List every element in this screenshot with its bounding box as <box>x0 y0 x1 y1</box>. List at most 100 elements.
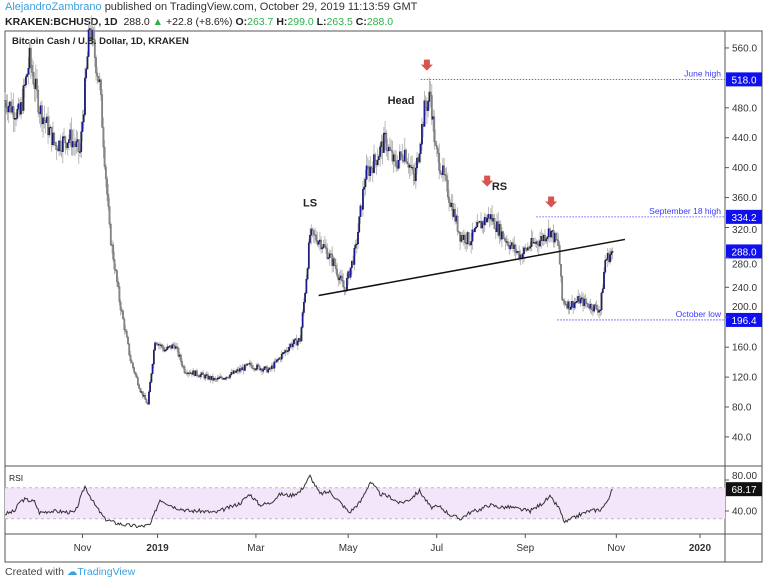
rsi-tick-label: 40.00 <box>732 507 757 518</box>
last-price: 288.0 <box>123 16 150 28</box>
candle-up <box>16 108 19 119</box>
candle-down <box>555 233 557 240</box>
candle-down <box>59 140 62 151</box>
candle-up <box>317 241 320 245</box>
candle-down <box>97 76 100 82</box>
candle-up <box>280 353 283 360</box>
candle-up <box>25 76 27 86</box>
candle-up <box>373 154 375 173</box>
candle-up <box>199 374 202 377</box>
candle-up <box>427 101 429 111</box>
candle-up <box>598 310 600 313</box>
candle-down <box>214 378 217 380</box>
candle-down <box>220 376 223 379</box>
price-tick-label: 240.0 <box>732 283 757 294</box>
price-tick-label: 120.0 <box>732 373 757 384</box>
down-arrow-icon <box>420 59 433 71</box>
candle-down <box>544 235 546 242</box>
pattern-label: LS <box>303 198 317 210</box>
low-label: L: <box>316 16 327 28</box>
tradingview-link[interactable]: TradingView <box>77 566 136 578</box>
candle-up <box>423 100 426 127</box>
levels: June high 518.0 September 18 high 334.2 Octo… <box>420 68 762 327</box>
rsi-line <box>5 474 613 529</box>
candle-down <box>395 160 397 167</box>
candle-down <box>385 132 388 151</box>
author-link[interactable]: AlejandroZambrano <box>5 1 102 13</box>
price-tick-label: 80.0 <box>732 403 752 414</box>
candle-up <box>599 309 602 312</box>
candle-down <box>96 72 99 77</box>
down-arrow-icon <box>481 175 494 187</box>
last-price-label: 288.0 <box>731 247 756 258</box>
candle-down <box>435 145 438 149</box>
candle-down <box>250 362 252 366</box>
time-tick-label: Jul <box>430 543 443 554</box>
price-tick-label: 560.0 <box>732 43 757 54</box>
candle-down <box>454 209 457 222</box>
candle-down <box>124 329 127 332</box>
candle-down <box>590 304 593 310</box>
candle-down <box>130 360 133 364</box>
candle-up <box>327 257 330 259</box>
candle-up <box>364 179 367 188</box>
candle-up <box>166 346 169 350</box>
candle-down <box>563 300 566 305</box>
candle-up <box>545 238 548 242</box>
candle-up <box>576 301 578 303</box>
candle-up <box>357 232 359 245</box>
price-tick-label: 40.0 <box>732 432 752 443</box>
candle-down <box>105 166 107 179</box>
price-tick-label: 280.0 <box>732 259 757 270</box>
candle-down <box>197 375 199 377</box>
candle-up <box>349 267 352 278</box>
candle-down <box>109 223 112 245</box>
candle-down <box>12 106 15 119</box>
close-label: C: <box>355 16 367 28</box>
candle-down <box>320 239 322 250</box>
candle-up <box>546 236 549 240</box>
candle-up <box>359 205 362 217</box>
price-label-box <box>726 209 762 224</box>
candle-down <box>29 47 32 66</box>
candle-up <box>574 301 577 304</box>
candle-down <box>557 240 560 246</box>
candle-up <box>288 346 290 351</box>
candle-up <box>305 279 308 294</box>
candle-down <box>43 117 46 121</box>
candle-up <box>61 136 64 152</box>
candle-up <box>148 391 150 405</box>
candle-up <box>218 377 220 379</box>
candle-up <box>306 268 309 280</box>
open-value: 263.7 <box>247 16 274 28</box>
candle-up <box>526 247 529 251</box>
high-value: 299.0 <box>287 16 314 28</box>
price-label-box <box>726 72 762 87</box>
candle-down <box>315 234 318 241</box>
last-price-box <box>726 244 762 259</box>
candle-up <box>149 382 151 393</box>
candle-up <box>23 84 26 87</box>
candle-down <box>594 304 597 306</box>
candle-up <box>152 350 155 365</box>
candle-down <box>389 146 391 150</box>
candle-up <box>398 151 401 161</box>
candle-up <box>523 247 525 254</box>
candle-up <box>363 186 366 190</box>
candle-down <box>102 127 105 148</box>
candle-down <box>36 78 38 91</box>
candle-down <box>433 116 436 142</box>
candle-down <box>5 100 8 108</box>
candle-down <box>400 151 402 155</box>
candle-up <box>171 344 174 349</box>
candle-down <box>374 154 377 161</box>
candle-up <box>539 240 541 247</box>
candle-down <box>458 231 460 233</box>
symbol: KRAKEN:BCHUSD, 1D <box>5 16 118 28</box>
created-with: Created with <box>5 566 64 578</box>
candle-down <box>181 361 183 367</box>
candle-up <box>414 167 417 182</box>
candle-down <box>370 166 373 169</box>
candle-down <box>145 399 148 404</box>
